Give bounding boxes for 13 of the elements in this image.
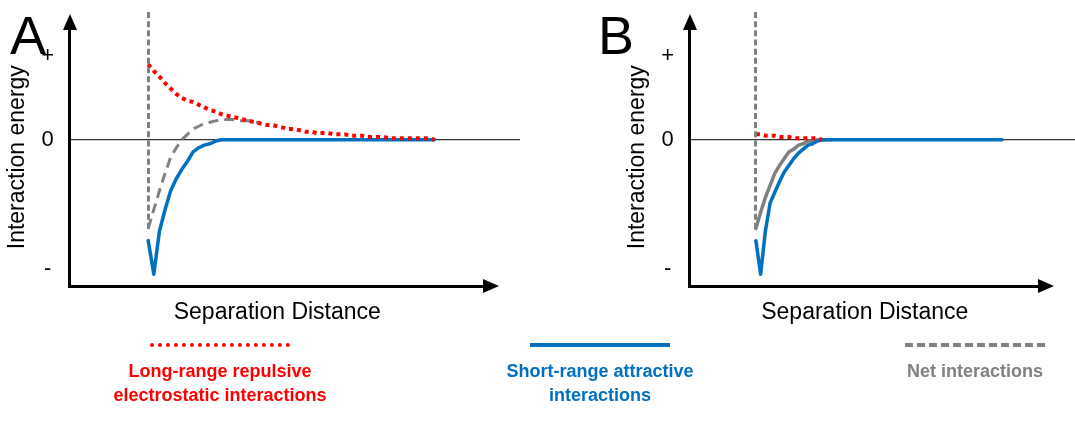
x-axis-title: Separation Distance [173,297,381,324]
y-axis-title: Interaction energy [3,64,30,250]
y-axis-title: Interaction energy [623,64,650,250]
text: - [43,254,52,280]
text: - [663,254,672,280]
text: + [661,41,675,67]
x-axis-title: Separation Distance [761,297,969,324]
text: Short-range attractive interactions [506,361,694,405]
text: 0 [41,125,54,151]
chart-title: B [598,5,635,65]
text: Long-range repulsive electrostatic interactions [113,361,327,405]
text: Net interactions [906,361,1044,381]
text: 0 [661,125,674,151]
